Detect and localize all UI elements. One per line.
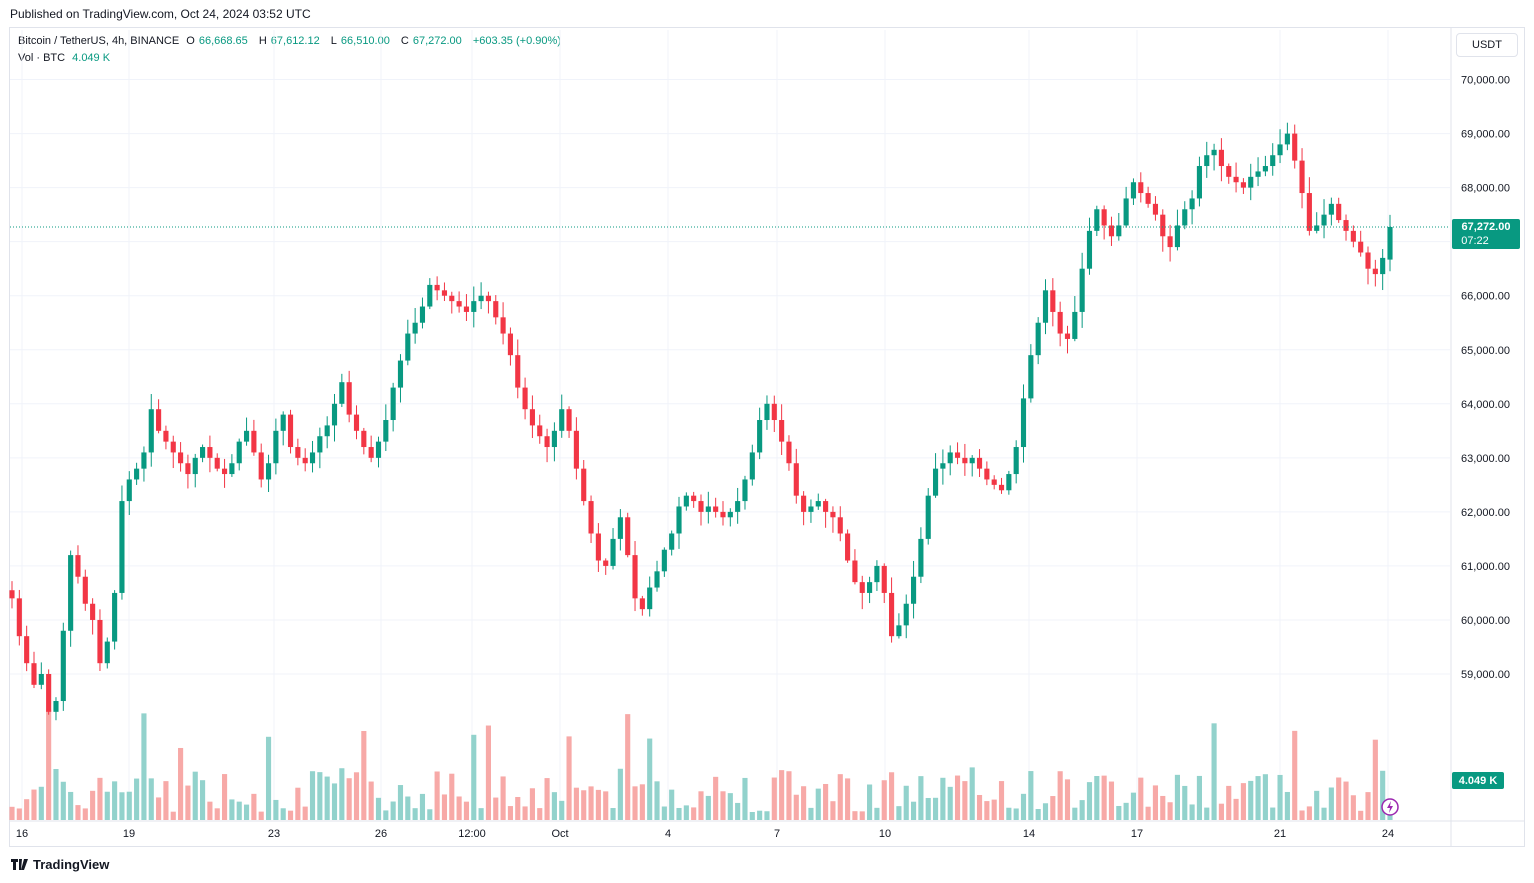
tradingview-brand: TradingView — [33, 857, 110, 872]
published-caption: Published on TradingView.com, Oct 24, 20… — [10, 7, 311, 21]
volume-legend: Vol · BTC 4.049 K — [18, 52, 114, 64]
volume-value: 4.049 K — [72, 52, 111, 64]
tradingview-logo[interactable]: TradingView — [11, 857, 109, 872]
chart-frame — [9, 27, 1525, 847]
volume-label[interactable]: Vol · BTC — [18, 52, 66, 64]
symbol-title[interactable]: Bitcoin / TetherUS, 4h, BINANCE — [18, 35, 180, 47]
currency-button[interactable]: USDT — [1456, 33, 1518, 57]
ohlc-low: L 66,510.00 — [330, 35, 390, 47]
ohlc-open: O 66,668.65 — [186, 35, 248, 47]
tradingview-icon — [11, 858, 29, 871]
price-change: +603.35 (+0.90%) — [472, 35, 561, 47]
symbol-legend: Bitcoin / TetherUS, 4h, BINANCE O 66,668.… — [18, 35, 565, 47]
ohlc-close: C 67,272.00 — [400, 35, 462, 47]
ohlc-high: H 67,612.12 — [258, 35, 320, 47]
